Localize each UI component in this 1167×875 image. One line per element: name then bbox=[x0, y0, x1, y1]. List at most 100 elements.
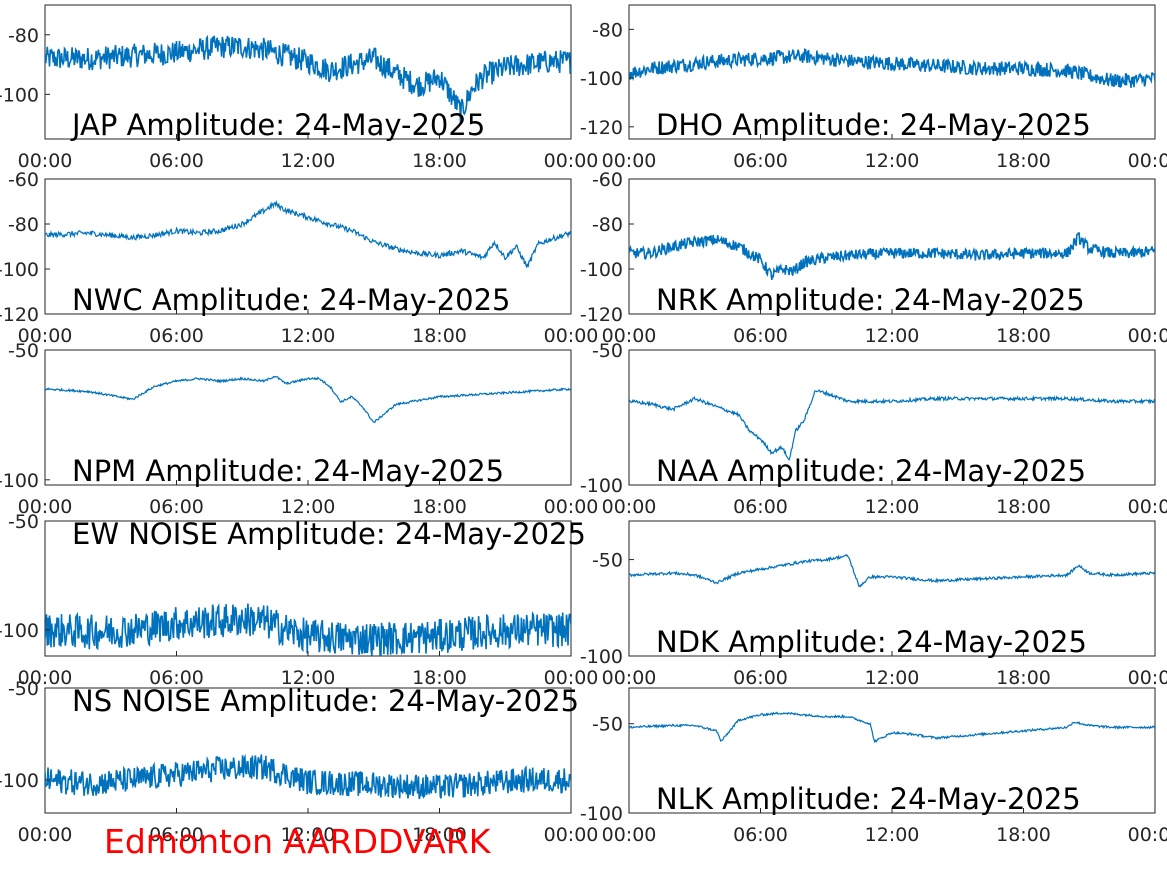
x-tick-label: 00:00 bbox=[1128, 496, 1167, 518]
y-tick-label: -80 bbox=[592, 19, 623, 41]
y-tick-label: -100 bbox=[580, 259, 623, 281]
y-tick-label: -60 bbox=[592, 169, 623, 191]
y-tick-label: -100 bbox=[580, 475, 623, 497]
y-tick-label: -100 bbox=[580, 803, 623, 825]
x-tick-label: 12:00 bbox=[281, 667, 336, 689]
chart-title: NRK Amplitude: 24-May-2025 bbox=[656, 283, 1085, 317]
plot-frame bbox=[628, 178, 1156, 315]
x-tick-label: 00:00 bbox=[544, 325, 599, 347]
plot-frame bbox=[628, 687, 1156, 814]
x-tick-label: 06:00 bbox=[733, 150, 788, 172]
x-tick-label: 18:00 bbox=[996, 496, 1051, 518]
x-tick-label: 06:00 bbox=[149, 824, 204, 846]
chart-title: NWC Amplitude: 24-May-2025 bbox=[72, 283, 511, 317]
x-tick-label: 18:00 bbox=[412, 824, 467, 846]
x-tick-label: 00:00 bbox=[602, 667, 657, 689]
series-line bbox=[629, 48, 1155, 89]
series-line bbox=[45, 753, 571, 800]
x-tick-label: 06:00 bbox=[733, 667, 788, 689]
y-tick-label: -50 bbox=[8, 678, 39, 700]
x-tick-label: 00:00 bbox=[1128, 667, 1167, 689]
x-tick-label: 12:00 bbox=[281, 824, 336, 846]
x-tick-label: 00:00 bbox=[1128, 824, 1167, 846]
chart-panel: -80 -100 00:00 06:00 12:00 18:00 00:00 JAP Ampl… bbox=[0, 4, 599, 172]
x-tick-label: 12:00 bbox=[865, 496, 920, 518]
x-tick-label: 12:00 bbox=[281, 150, 336, 172]
plot-frame bbox=[628, 349, 1156, 486]
x-tick-label: 18:00 bbox=[996, 325, 1051, 347]
x-tick-label: 12:00 bbox=[865, 824, 920, 846]
x-tick-label: 00:00 bbox=[544, 824, 599, 846]
x-tick-label: 06:00 bbox=[733, 496, 788, 518]
y-tick-label: -120 bbox=[580, 304, 623, 326]
x-tick-label: 18:00 bbox=[996, 667, 1051, 689]
chart-panel: -60-80-100-12000:0006:0012:0018:0000:00N… bbox=[580, 169, 1167, 347]
x-tick-label: 06:00 bbox=[733, 325, 788, 347]
chart-title: NPM Amplitude: 24-May-2025 bbox=[72, 454, 504, 488]
x-tick-label: 00:00 bbox=[1128, 150, 1167, 172]
x-tick-label: 06:00 bbox=[149, 150, 204, 172]
x-tick-label: 00:00 bbox=[18, 496, 73, 518]
x-tick-label: 18:00 bbox=[996, 824, 1051, 846]
x-tick-label: 00:00 bbox=[1128, 325, 1167, 347]
series-line bbox=[629, 389, 1155, 461]
x-tick-label: 18:00 bbox=[996, 150, 1051, 172]
y-tick-label: -120 bbox=[0, 304, 39, 326]
chart-title: NDK Amplitude: 24-May-2025 bbox=[656, 625, 1087, 659]
y-tick-label: -100 bbox=[580, 646, 623, 668]
y-tick-label: -100 bbox=[0, 470, 39, 492]
x-tick-label: 06:00 bbox=[149, 325, 204, 347]
chart-panel: -50 -100 00:00 06:00 12:00 18:00 00:00 EW NOISE… bbox=[0, 511, 598, 689]
x-tick-label: 18:00 bbox=[412, 325, 467, 347]
x-tick-label: 00:00 bbox=[544, 667, 599, 689]
y-tick-label: -50 bbox=[8, 511, 39, 533]
station-label: Edmonton AARDDVARK bbox=[104, 822, 492, 861]
series-line bbox=[45, 199, 571, 269]
x-tick-label: 00:00 bbox=[602, 824, 657, 846]
chart-panel: -50 -100 00:00 06:00 12:00 18:00 00:00 NPM Ampl… bbox=[0, 340, 598, 518]
x-tick-label: 00:00 bbox=[18, 325, 73, 347]
chart-title: JAP Amplitude: 24-May-2025 bbox=[70, 108, 485, 142]
plot-frame bbox=[628, 520, 1156, 657]
x-tick-label: 12:00 bbox=[281, 325, 336, 347]
plot-frame bbox=[44, 178, 572, 315]
x-tick-label: 00:00 bbox=[602, 496, 657, 518]
y-tick-label: -100 bbox=[0, 770, 39, 792]
chart-title: EW NOISE Amplitude: 24-May-2025 bbox=[72, 517, 586, 551]
x-tick-label: 18:00 bbox=[412, 496, 467, 518]
x-tick-label: 00:00 bbox=[18, 824, 73, 846]
y-tick-label: -100 bbox=[0, 84, 39, 106]
y-tick-label: -80 bbox=[8, 214, 39, 236]
y-tick-label: -50 bbox=[592, 340, 623, 362]
chart-panel: -80 -100 -120 00:00 06:00 12:00 18:00 00:00 DHO … bbox=[580, 4, 1167, 172]
y-tick-label: -50 bbox=[8, 340, 39, 362]
x-tick-label: 00:00 bbox=[544, 150, 599, 172]
x-tick-label: 12:00 bbox=[865, 150, 920, 172]
chart-title: NS NOISE Amplitude: 24-May-2025 bbox=[72, 684, 579, 718]
y-tick-label: -100 bbox=[580, 68, 623, 90]
x-tick-label: 12:00 bbox=[865, 325, 920, 347]
y-tick-label: -100 bbox=[0, 620, 39, 642]
x-tick-label: 00:00 bbox=[544, 496, 599, 518]
plot-frame bbox=[44, 349, 572, 486]
chart-title: NAA Amplitude: 24-May-2025 bbox=[656, 454, 1086, 488]
y-tick-label: -120 bbox=[580, 117, 623, 139]
series-line bbox=[629, 232, 1155, 280]
x-tick-label: 06:00 bbox=[149, 667, 204, 689]
y-tick-label: -80 bbox=[592, 214, 623, 236]
series-line bbox=[45, 602, 571, 656]
x-tick-label: 00:00 bbox=[18, 150, 73, 172]
series-line bbox=[629, 553, 1155, 588]
y-tick-label: -50 bbox=[592, 550, 623, 572]
chart-title: NLK Amplitude: 24-May-2025 bbox=[656, 782, 1081, 816]
x-tick-label: 18:00 bbox=[412, 150, 467, 172]
x-tick-label: 18:00 bbox=[412, 667, 467, 689]
y-tick-label: -60 bbox=[8, 169, 39, 191]
x-tick-label: 06:00 bbox=[733, 824, 788, 846]
x-tick-label: 12:00 bbox=[281, 496, 336, 518]
x-tick-label: 06:00 bbox=[149, 496, 204, 518]
